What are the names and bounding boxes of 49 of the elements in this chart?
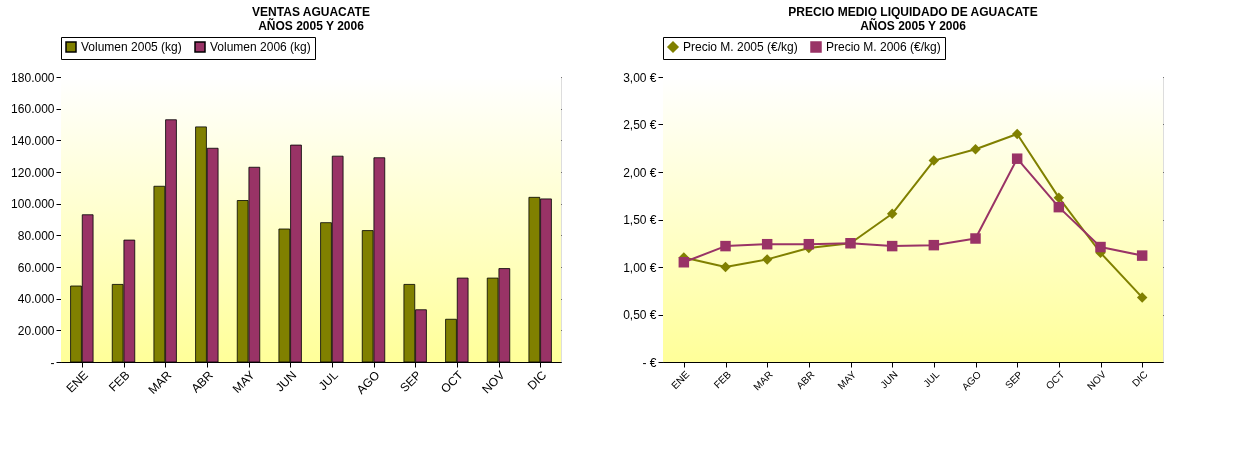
y-tick-label: 100.000	[11, 197, 55, 212]
point	[970, 143, 981, 155]
point	[720, 240, 731, 252]
y-tick-label: 20.000	[17, 323, 55, 338]
point	[928, 239, 940, 251]
point	[1136, 292, 1148, 303]
y-tick-label: 60.000	[17, 260, 55, 275]
x-tick-label: SEP	[1002, 368, 1025, 391]
y-tick-label: 1,00 €	[623, 260, 657, 275]
x-tick-label: DIC	[1129, 368, 1150, 389]
point	[761, 254, 773, 265]
legend-label: Volumen 2005 (kg)	[81, 40, 182, 54]
x-tick-label: FEB	[711, 368, 734, 391]
chart-title: VENTAS AGUACATE AÑOS 2005 Y 2006	[252, 4, 370, 33]
point	[1136, 250, 1148, 261]
point	[886, 240, 898, 252]
point	[720, 261, 731, 273]
point	[803, 238, 815, 250]
point	[1011, 153, 1023, 164]
y-tick-label: 180.000	[11, 70, 55, 85]
legend-label: Volumen 2006 (kg)	[210, 40, 311, 54]
y-tick-label: - €	[642, 355, 657, 370]
point	[1011, 128, 1023, 140]
point	[1053, 201, 1065, 213]
x-tick-label: JUL	[315, 367, 342, 394]
y-tick-label: 40.000	[17, 292, 55, 307]
y-tick-label: 1,50 €	[623, 213, 657, 227]
y-tick-label: -	[50, 355, 55, 370]
y-tick-label: 160.000	[11, 102, 55, 117]
point	[886, 208, 898, 220]
point	[970, 233, 981, 244]
y-tick-label: 2,50 €	[623, 118, 657, 132]
point	[1053, 192, 1065, 203]
y-tick-label: 120.000	[11, 165, 55, 180]
y-tick-label: 2,00 €	[623, 165, 657, 180]
y-tick-label: 80.000	[17, 228, 55, 243]
x-tick-label: DIC	[524, 367, 550, 393]
chart-title: PRECIO MEDIO LIQUIDADO DE AGUACATE AÑOS 2005 Y 2006	[788, 4, 1038, 33]
y-tick-label: 140.000	[11, 133, 55, 148]
point	[1095, 241, 1106, 253]
legend-label: Precio M. 2006 (€/kg)	[826, 40, 941, 54]
point	[761, 238, 773, 250]
y-tick-label: 3,00 €	[623, 70, 657, 85]
point	[928, 155, 940, 166]
y-tick-label: 0,50 €	[623, 308, 657, 322]
point	[678, 257, 690, 268]
legend-label: Precio M. 2005 (€/kg)	[683, 40, 798, 54]
x-tick-label: JUL	[921, 368, 942, 390]
x-tick-label: JUN	[878, 368, 900, 391]
